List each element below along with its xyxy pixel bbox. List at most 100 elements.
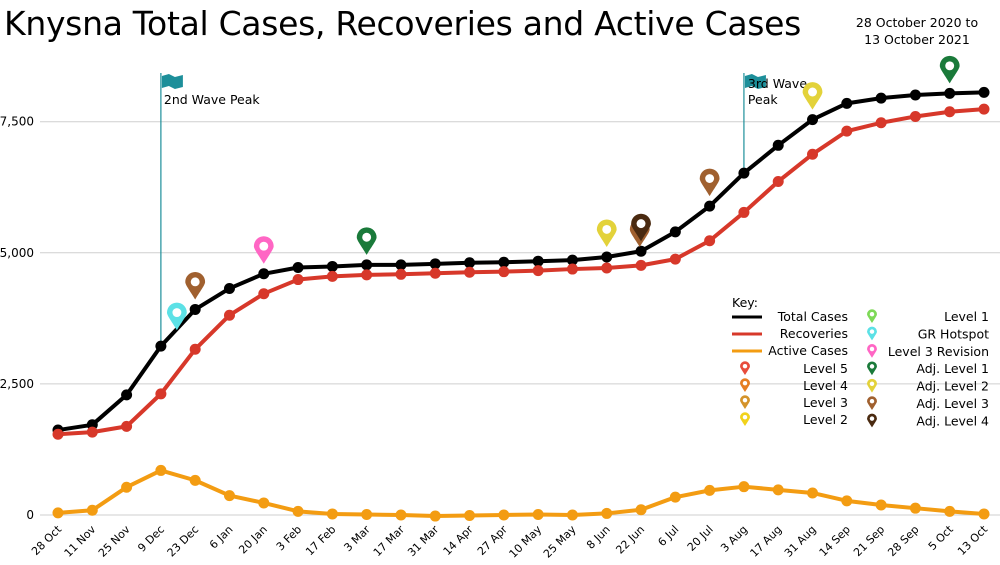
- date-range-line2: 13 October 2021: [864, 32, 970, 47]
- data-point: [498, 266, 510, 278]
- data-point: [978, 86, 990, 98]
- x-tick-label: 8 Jun: [584, 523, 613, 552]
- data-point: [292, 261, 304, 273]
- x-tick-label: 14 Sep: [817, 523, 853, 559]
- legend-label: Adj. Level 2: [916, 379, 989, 394]
- data-point: [429, 510, 441, 522]
- data-point: [498, 509, 510, 521]
- data-point: [944, 505, 956, 517]
- data-point: [807, 114, 819, 126]
- legend-title: Key:: [732, 295, 758, 310]
- legend-label: Total Cases: [777, 309, 848, 324]
- x-tick-label: 23 Dec: [165, 523, 202, 560]
- pin-center: [742, 414, 748, 420]
- data-point: [86, 426, 98, 438]
- data-point: [326, 270, 338, 282]
- data-point: [978, 103, 990, 115]
- data-point: [669, 491, 681, 503]
- x-tick-label: 25 Nov: [96, 523, 133, 560]
- data-point: [532, 255, 544, 267]
- wave-peak-label: 2nd Wave Peak: [164, 92, 261, 107]
- pin-center: [869, 364, 875, 369]
- legend-label: Adj. Level 1: [916, 361, 989, 376]
- pin-center: [362, 232, 372, 242]
- data-point: [464, 510, 476, 522]
- data-point: [121, 420, 133, 432]
- data-point: [704, 200, 716, 212]
- data-point: [395, 268, 407, 280]
- data-point: [566, 263, 578, 275]
- x-tick-label: 11 Nov: [62, 523, 99, 560]
- data-point: [772, 175, 784, 187]
- data-point: [601, 251, 613, 263]
- pin-center: [869, 311, 875, 317]
- x-tick-label: 17 Mar: [371, 523, 408, 560]
- pin-center: [705, 174, 715, 183]
- data-point: [326, 260, 338, 272]
- x-tick-label: 31 Mar: [405, 523, 442, 560]
- data-point: [635, 259, 647, 271]
- data-point: [52, 507, 64, 519]
- data-point: [601, 262, 613, 274]
- data-point: [841, 97, 853, 109]
- data-point: [875, 92, 887, 104]
- data-point: [464, 266, 476, 278]
- data-point: [635, 245, 647, 257]
- x-tick-label: 9 Dec: [135, 523, 167, 555]
- pin-center: [190, 277, 200, 287]
- legend-label: GR Hotspot: [918, 326, 989, 341]
- pin-center: [636, 219, 646, 229]
- pin-center: [869, 416, 875, 421]
- legend-label: Level 3 Revision: [888, 344, 989, 359]
- data-point: [738, 206, 750, 218]
- data-point: [155, 388, 167, 400]
- data-point: [189, 474, 201, 486]
- data-point: [223, 490, 235, 502]
- x-tick-label: 22 Jun: [613, 523, 647, 557]
- data-point: [944, 106, 956, 118]
- data-point: [909, 110, 921, 122]
- pin-center: [742, 363, 748, 369]
- data-point: [429, 258, 441, 270]
- series-line: [57, 90, 985, 433]
- x-tick-label: 31 Aug: [782, 523, 819, 560]
- flag-icon: [161, 74, 183, 89]
- data-point: [326, 508, 338, 520]
- data-point: [772, 139, 784, 151]
- pin-center: [869, 398, 875, 404]
- x-tick-label: 20 Jan: [236, 523, 270, 557]
- data-point: [909, 89, 921, 101]
- y-tick-label: 7,500: [0, 115, 34, 129]
- data-point: [121, 481, 133, 493]
- data-point: [807, 148, 819, 160]
- pin-center: [742, 397, 748, 403]
- data-point: [807, 487, 819, 499]
- pin-center: [259, 241, 269, 251]
- legend-label: Level 5: [803, 361, 848, 376]
- data-point: [189, 343, 201, 355]
- data-point: [532, 508, 544, 520]
- x-tick-label: 14 Apr: [441, 523, 476, 558]
- data-point: [189, 303, 201, 315]
- data-point: [944, 87, 956, 99]
- x-tick-label: 3 Mar: [341, 523, 373, 555]
- data-point: [395, 509, 407, 521]
- x-tick-label: 6 Jan: [207, 523, 236, 552]
- data-point: [875, 117, 887, 129]
- data-point: [258, 288, 270, 300]
- legend-label: Adj. Level 3: [916, 396, 989, 411]
- data-point: [841, 495, 853, 507]
- series-line: [57, 107, 985, 437]
- x-tick-label: 10 May: [507, 523, 545, 561]
- flag-icon: [744, 74, 766, 89]
- data-point: [395, 259, 407, 271]
- data-point: [841, 125, 853, 137]
- data-point: [738, 167, 750, 179]
- pin-center: [172, 308, 182, 318]
- data-point: [258, 268, 270, 280]
- data-point: [704, 235, 716, 247]
- data-point: [429, 267, 441, 279]
- legend-label: Level 3: [803, 395, 848, 410]
- data-point: [292, 274, 304, 286]
- x-tick-label: 17 Aug: [748, 523, 785, 560]
